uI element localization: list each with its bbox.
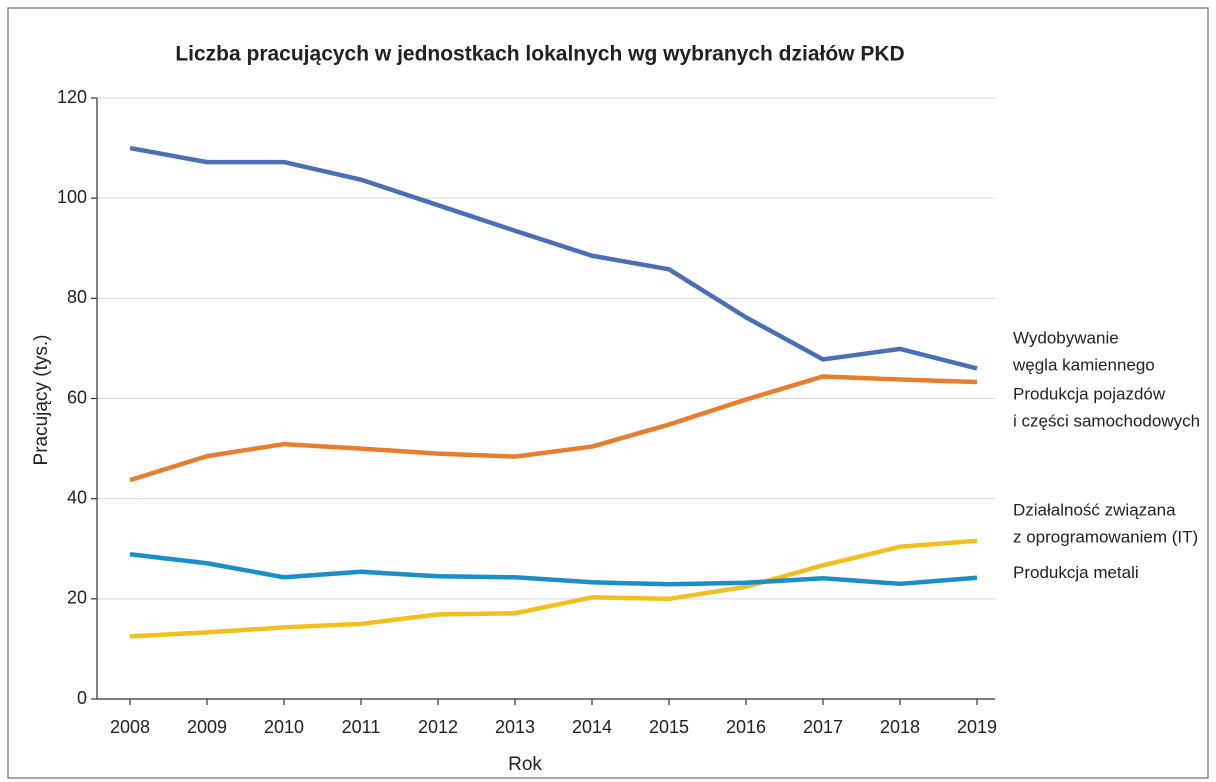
x-tick-label: 2009 (187, 717, 227, 737)
y-tick-label: 0 (77, 688, 87, 708)
x-tick-label: 2017 (803, 717, 843, 737)
line-series (129, 374, 978, 483)
y-tick-label: 80 (67, 287, 87, 307)
x-tick-label: 2013 (495, 717, 535, 737)
y-tick-label: 120 (57, 87, 87, 107)
legend-label-line: Produkcja pojazdów (1013, 385, 1166, 404)
y-tick-label: 60 (67, 387, 87, 407)
x-tick-label: 2010 (264, 717, 304, 737)
legend-label: Wydobywanie węgla kamiennego (1012, 329, 1155, 375)
legend-label-line: i części samochodowych (1013, 412, 1200, 431)
y-tick-label: 100 (57, 187, 87, 207)
frame (7, 7, 1209, 779)
legend-label: Działalność związana z oprogramowaniem (I… (1013, 501, 1198, 547)
y-axis-label: Pracujący (tys.) (31, 335, 52, 466)
legend-label-line: z oprogramowaniem (IT) (1013, 528, 1198, 547)
x-tick-label: 2012 (418, 717, 458, 737)
x-tick-label: 2011 (342, 717, 381, 737)
y-tick-label: 40 (67, 487, 87, 507)
y-tick-label: 20 (67, 588, 87, 608)
line-series (129, 538, 978, 639)
x-tick-label: 2014 (572, 717, 612, 737)
chart-title: Liczba pracujących w jednostkach lokalny… (175, 43, 904, 66)
x-tick-label: 2008 (110, 717, 150, 737)
legend-label-line: Produkcja metali (1013, 563, 1139, 582)
x-tick-label: 2019 (957, 717, 997, 737)
line-series (129, 145, 978, 371)
legend-label-line: Wydobywanie (1013, 329, 1119, 348)
legend-label-line: węgla kamiennego (1012, 356, 1155, 375)
legend-label: Produkcja pojazdów i części samochodowych (1013, 385, 1200, 431)
x-tick-label: 2018 (880, 717, 920, 737)
line-series (129, 552, 978, 587)
x-axis-label: Rok (508, 754, 542, 775)
legend-label: Produkcja metali (1013, 563, 1139, 582)
x-tick-label: 2015 (649, 717, 689, 737)
x-tick-label: 2016 (726, 717, 766, 737)
legend-label-line: Działalność związana (1013, 501, 1176, 520)
